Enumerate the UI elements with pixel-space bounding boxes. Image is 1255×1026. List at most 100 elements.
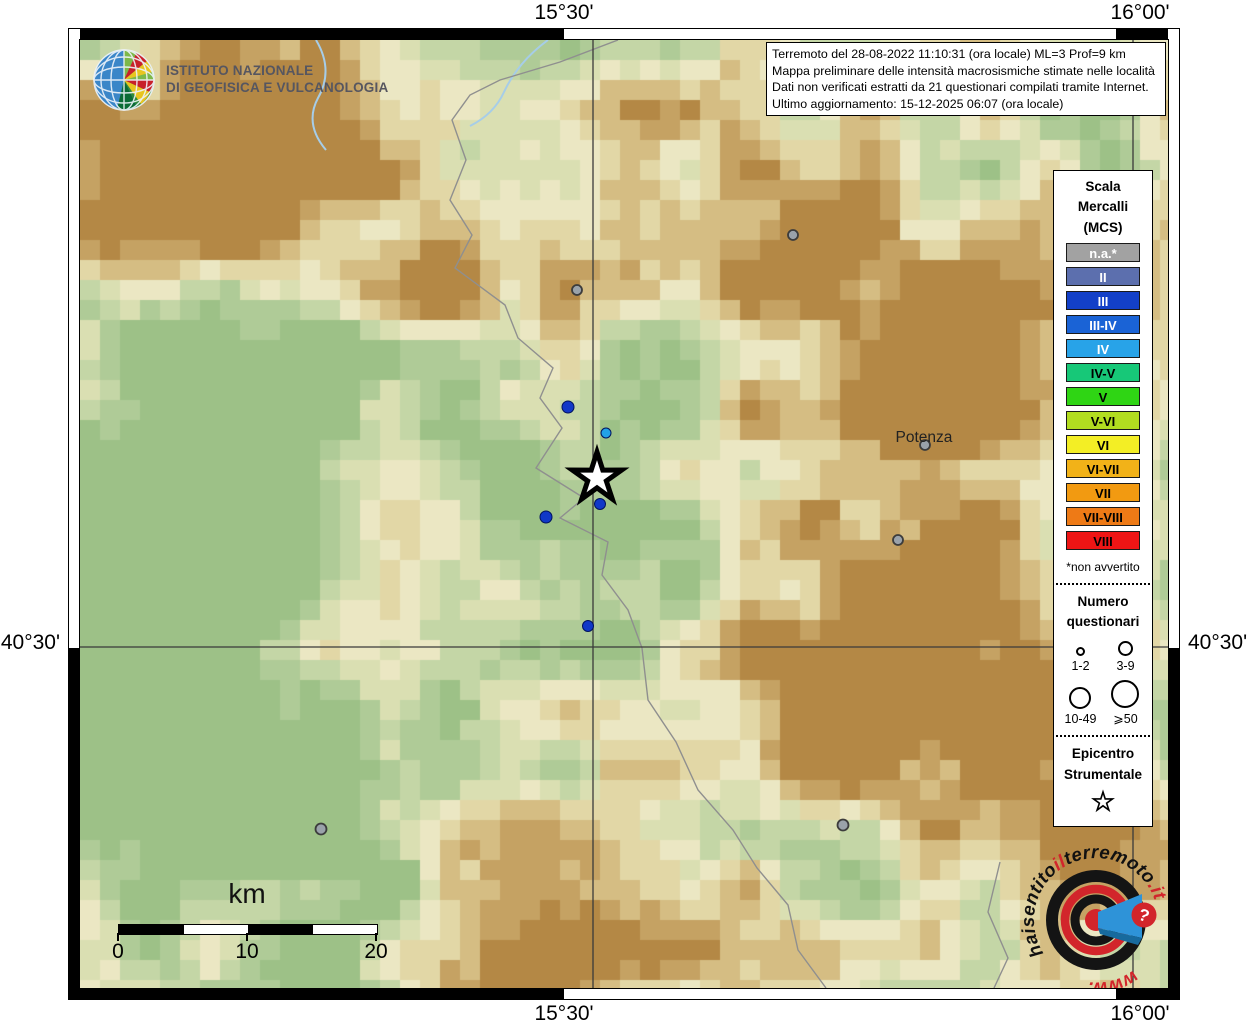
questionari-class-label: 10-49 [1064,712,1097,727]
lon-label-top-left: 15°30' [534,1,594,24]
info-line-event: Terremoto del 28-08-2022 11:10:31 (ora l… [772,47,1126,61]
questionari-class: 3-9 [1105,641,1146,673]
lon-label-bottom-left: 15°30' [534,1002,594,1025]
mcs-scale-chips: n.a.* II III III-IV IV IV-V V V-VI VI VI-VII VII VI… [1054,242,1152,550]
intensity-point-III [594,498,606,510]
neatline-segment [69,29,564,40]
questionari-class: 10-49 [1060,687,1101,726]
mcs-chip-n-a-: n.a.* [1066,242,1140,262]
ingv-logo: ISTITUTO NAZIONALE DI GEOFISICA E VULCAN… [92,48,388,112]
info-line-map-type: Mappa preliminare delle intensità macros… [772,63,1155,78]
mcs-chip-v-vi: V-VI [1066,410,1140,430]
ingv-globe-icon [93,49,155,111]
river-line [469,40,549,127]
mcs-chip-vi-vii: VI-VII [1066,458,1140,478]
questionari-class-label: ⩾50 [1113,712,1138,727]
mcs-chip-ii: II [1066,266,1140,286]
admin-boundary [987,861,1009,988]
mcs-chip-vii-viii: VII-VIII [1066,506,1140,526]
mcs-chip-iii: III [1066,290,1140,310]
svg-text:www.: www. [1087,967,1142,988]
neatline-segment [69,648,80,999]
mcs-chip-viii: VIII [1066,530,1140,550]
questionari-circle-icon [1111,680,1140,709]
intensity-point-III [561,400,575,414]
mcs-chip-vi: VI [1066,434,1140,454]
neatline-segment [69,988,564,999]
neatline-segment [1168,648,1179,999]
mcs-chip-iv-v: IV-V [1066,362,1140,382]
neatline-segment [1116,988,1179,999]
neatline-segment [1168,29,1179,648]
mcs-chip-v: V [1066,386,1140,406]
mcs-chip-iii-iv: III-IV [1066,314,1140,334]
scale-bar-label-0: 0 [112,940,124,963]
scale-bar-title: km [228,878,266,909]
questionari-circle-icon [1075,647,1085,657]
questionari-title-line1: Numero [1077,593,1129,609]
neatline-segment [1116,29,1179,40]
haisentito-watermark-logo: ? haisentitoilterremoto.it www. [1017,841,1168,988]
na-point [919,439,931,451]
intensity-markers [314,229,931,836]
megaphone-icon [1098,928,1142,945]
admin-boundary [449,40,827,988]
intensity-point-IV [600,427,612,439]
map-overlay: Potenza [80,40,1168,988]
questionari-title-line2: questionari [1066,614,1140,629]
questionari-class-label: 1-2 [1071,659,1090,674]
scale-bar-label-10: 10 [235,940,259,963]
question-badge [1131,902,1157,928]
watermark-text-www: www. [1087,967,1142,988]
scale-bar-label-20: 20 [364,940,388,963]
questionari-class: ⩾50 [1105,680,1146,726]
earthquake-info-box: Terremoto del 28-08-2022 11:10:31 (ora l… [766,42,1166,117]
scale-bar-tick [117,933,119,941]
legend-title-line1: Scala [1085,179,1121,194]
legend-title-line3: (MCS) [1083,219,1123,235]
info-line-updated: Ultimo aggiornamento: 15-12-2025 06:07 (… [772,96,1064,111]
epicentro-title-line1: Epicentro [1071,746,1135,762]
questionari-class-label: 3-9 [1116,659,1135,674]
ingv-name-line2: DI GEOFISICA E VULCANOLOGIA [166,80,389,95]
na-point [892,534,904,546]
na-point [314,822,328,836]
scale-bar-strip [118,924,378,935]
legend-divider [1056,582,1150,585]
ingv-name-line1: ISTITUTO NAZIONALE [166,63,314,79]
lat-label-right: 40°30' [1188,631,1248,654]
na-point [836,818,850,832]
legend-panel: Scala Mercalli (MCS) n.a.* II III III-IV IV I… [1053,170,1153,827]
info-line-data-source: Dati non verificati estratti da 21 quest… [772,80,1149,95]
epicenter-star-icon [1091,789,1115,812]
questionari-circle-icon [1069,687,1092,710]
legend-title-line2: Mercalli [1077,199,1129,215]
intensity-point-III [582,620,594,632]
city-label: Potenza [896,429,953,446]
neatline-segment [564,988,1116,999]
legend-footnote: *non avvertito [1066,559,1140,574]
legend-divider [1056,735,1150,738]
scale-bar-tick [246,933,248,941]
lon-label-bottom-right: 16°00' [1110,1002,1170,1025]
scale-bar-tick [375,933,377,941]
questionari-size-key: 1-2 3-9 10-49 ⩾50 [1054,632,1152,726]
epicentro-title-line2: Strumentale [1063,766,1143,782]
epicenter-star [564,443,630,506]
mcs-chip-vii: VII [1066,482,1140,502]
lat-label-left: 40°30' [0,631,60,654]
terrain-raster [80,40,1168,988]
megaphone-icon [1098,894,1142,938]
questionari-class: 1-2 [1060,647,1101,673]
map-frame: Potenza [68,28,1180,1000]
map-canvas-area: Potenza [79,39,1169,989]
na-point [787,229,799,241]
na-point [571,284,583,296]
lon-label-top-right: 16°00' [1110,1,1170,24]
neatline-segment [69,29,80,648]
mcs-chip-iv: IV [1066,338,1140,358]
intensity-point-III [539,510,553,524]
neatline-segment [564,29,1116,40]
questionari-circle-icon [1117,641,1133,657]
river-line [311,40,327,151]
